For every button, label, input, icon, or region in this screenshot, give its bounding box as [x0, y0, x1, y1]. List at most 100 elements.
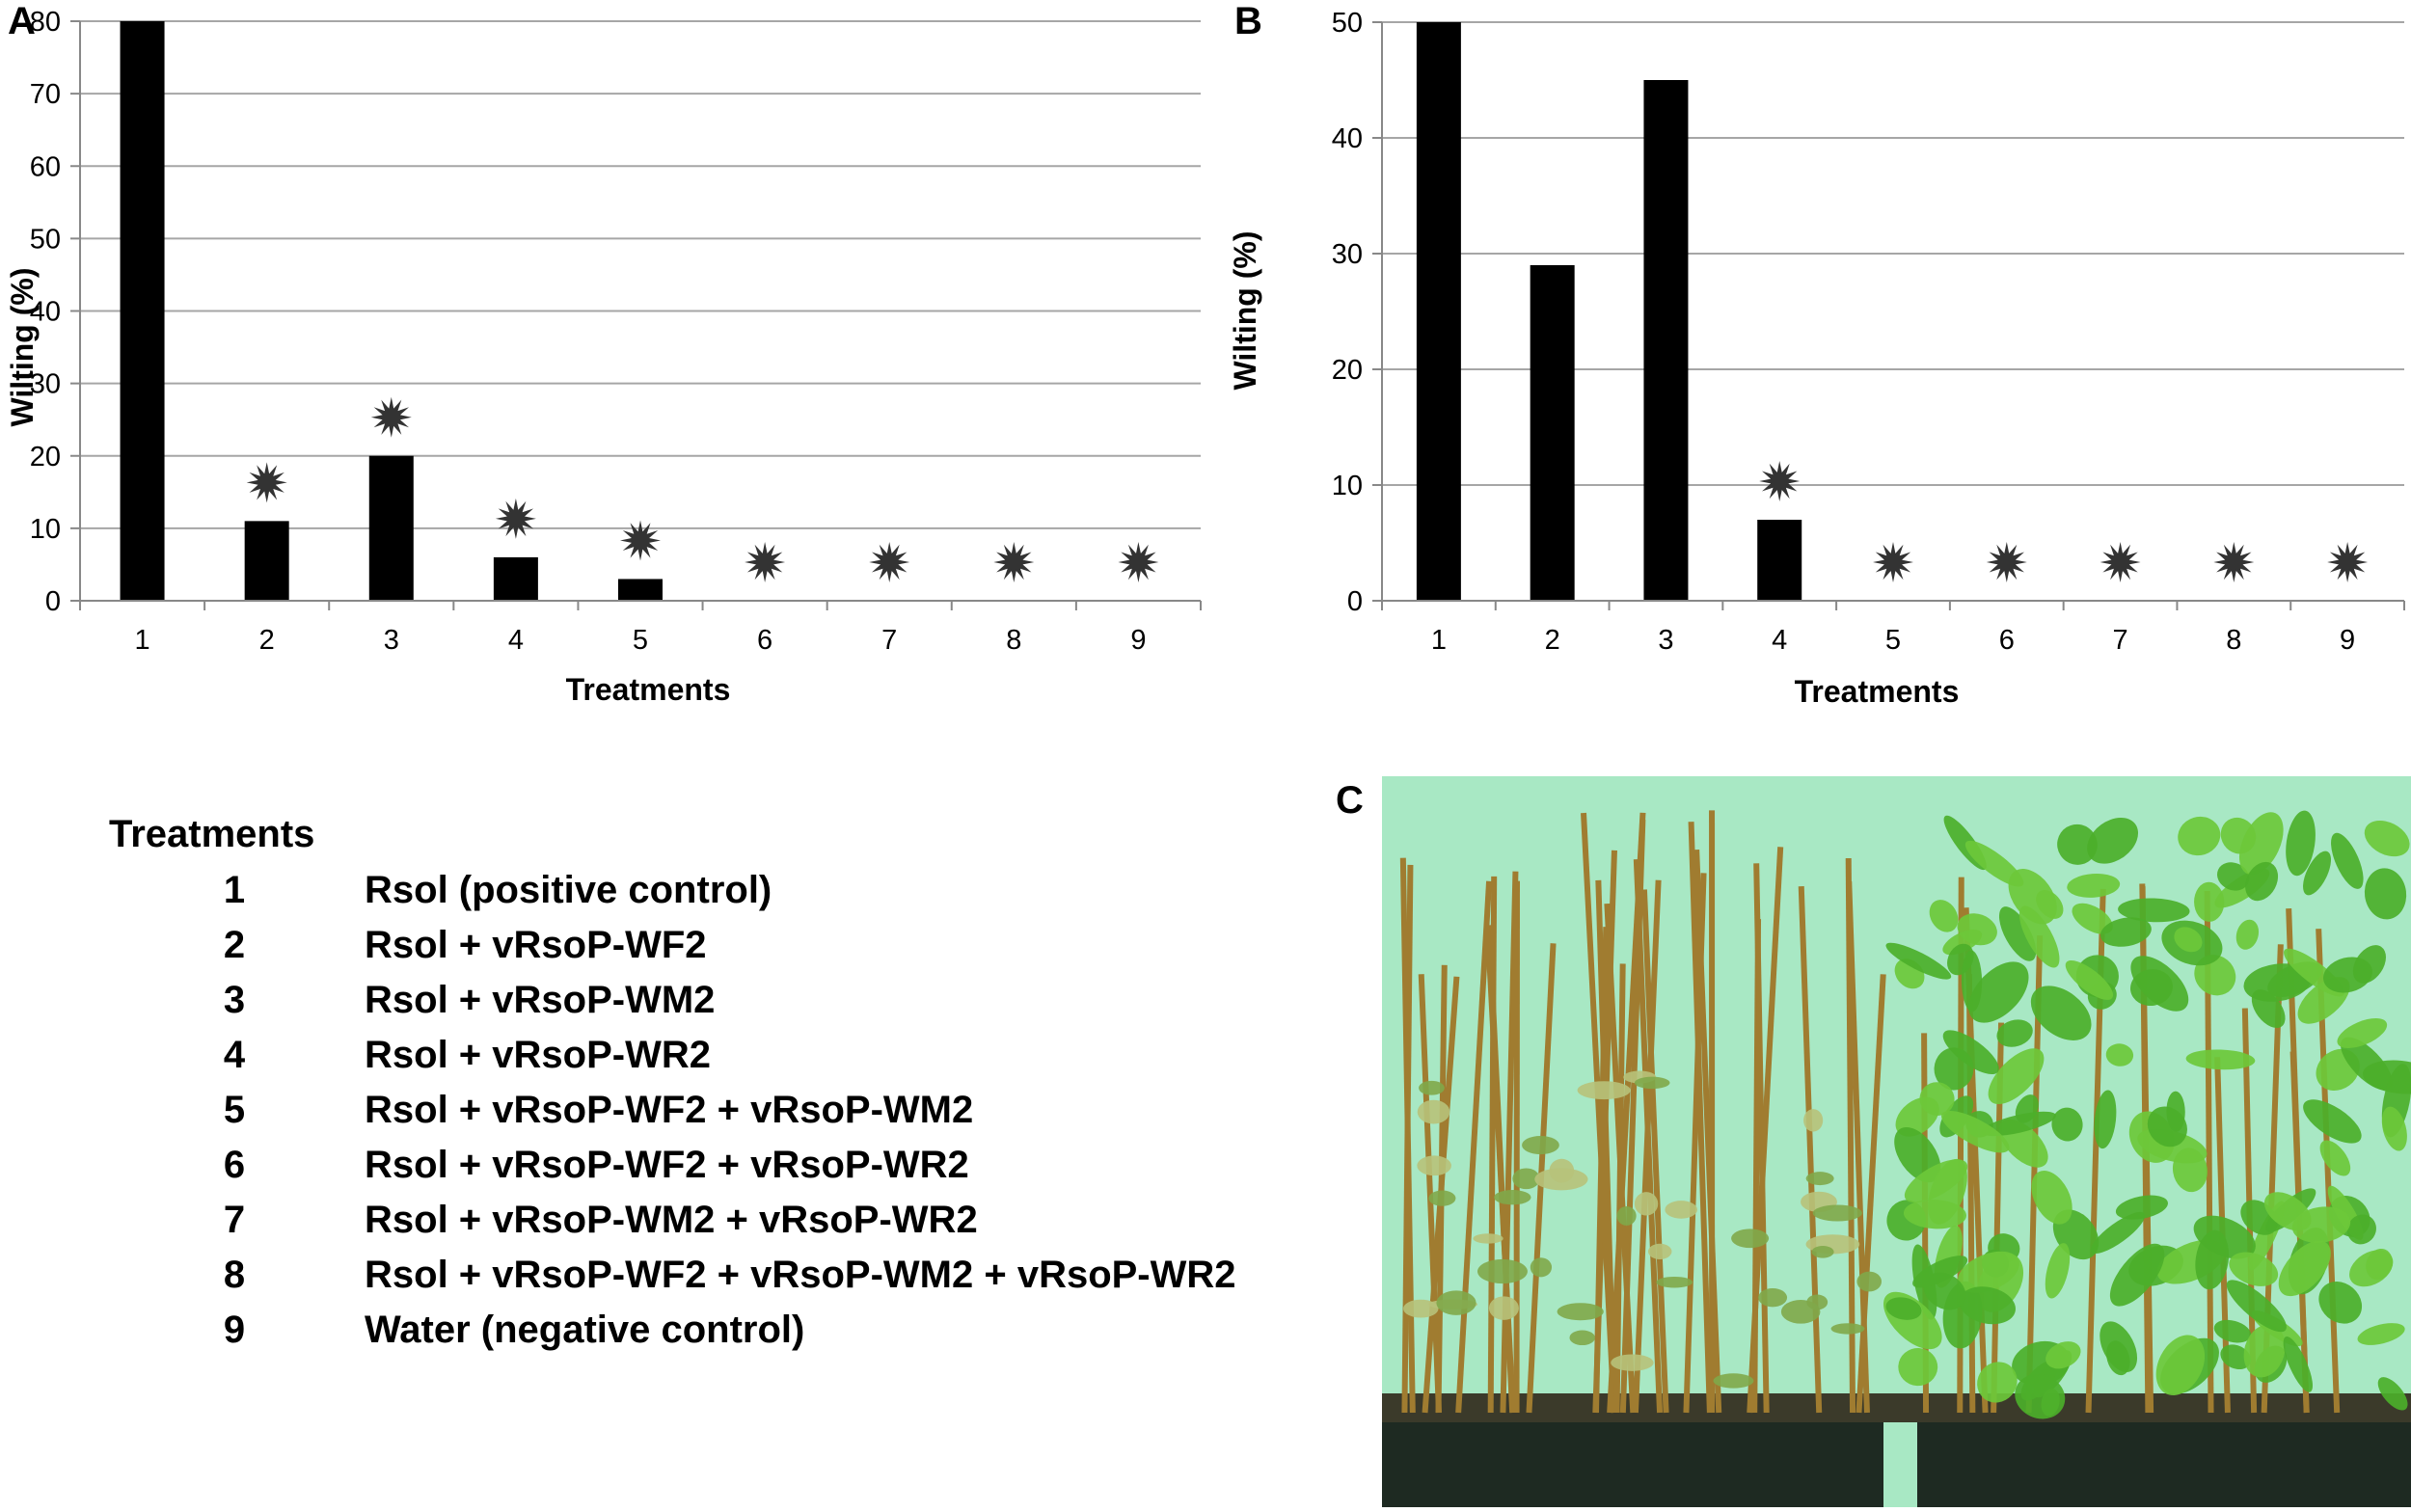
chart-b-xlabel: Treatments	[1795, 674, 1960, 709]
wilted-leaf	[1731, 1228, 1770, 1249]
wilted-leaf	[1812, 1204, 1862, 1222]
healthy-leaf	[2346, 1214, 2376, 1245]
y-tick-label: 20	[1332, 355, 1363, 386]
healthy-leaf	[2194, 881, 2225, 922]
healthy-leaf	[1885, 942, 1952, 980]
x-tick-label: 3	[384, 625, 399, 656]
healthy-leaf	[2008, 869, 2057, 925]
healthy-leaf	[2087, 818, 2139, 864]
wilted-leaf	[1634, 1076, 1670, 1090]
significance-star	[1986, 542, 2027, 582]
bamboo-stake	[1487, 876, 1498, 1414]
wilted-leaf	[1577, 1081, 1631, 1100]
healthy-leaf	[2283, 1336, 2313, 1392]
healthy-leaf	[2278, 1240, 2331, 1297]
legend-item-number: 8	[223, 1254, 246, 1296]
y-tick-label: 10	[1332, 471, 1363, 501]
y-tick-label: 70	[30, 79, 61, 110]
wilted-leaf	[1476, 1258, 1528, 1284]
chart-a-ylabel: Wilting (%)	[5, 268, 40, 427]
healthy-leaf	[1942, 929, 1983, 956]
bamboo-stake	[1500, 871, 1519, 1414]
wilted-leaf	[1803, 1109, 1824, 1132]
healthy-leaf	[1964, 840, 2024, 887]
soil	[1382, 1393, 2411, 1422]
x-tick-label: 6	[757, 625, 772, 656]
wilted-leaf	[1811, 1245, 1834, 1258]
y-tick-label: 80	[30, 7, 61, 38]
x-tick-label: 3	[1658, 625, 1673, 656]
healthy-leaf	[2251, 989, 2286, 1029]
y-tick-label: 50	[30, 224, 61, 255]
healthy-leaf	[2105, 1043, 2134, 1066]
wilted-leaf	[1616, 1205, 1637, 1226]
wilted-leaf	[1830, 1323, 1865, 1335]
x-tick-label: 5	[1885, 625, 1901, 656]
bamboo-stake	[1613, 963, 1626, 1414]
healthy-leaf	[2364, 868, 2407, 920]
bamboo-stake	[1485, 938, 1516, 1414]
plant-photo	[1382, 776, 2411, 1507]
wilted-leaf	[1512, 1168, 1540, 1190]
healthy-leaf	[2349, 1250, 2394, 1287]
healthy-leaf	[2106, 1340, 2130, 1376]
wilted-leaf	[1428, 1190, 1456, 1206]
bar	[368, 455, 414, 601]
healthy-leaf	[2045, 1243, 2071, 1299]
bamboo-stake	[1632, 879, 1662, 1414]
healthy-leaf	[2030, 986, 2092, 1040]
bamboo-stake	[1401, 864, 1414, 1414]
wilted-leaf	[1534, 1168, 1588, 1191]
bamboo-stake	[1798, 886, 1823, 1414]
legend-item-number: 3	[223, 979, 246, 1021]
healthy-leaf	[2185, 1049, 2256, 1070]
healthy-leaf	[2216, 862, 2250, 891]
wilted-leaf	[1856, 1271, 1883, 1292]
bar	[1416, 22, 1461, 601]
bamboo-stake	[1683, 873, 1707, 1414]
significance-star	[2099, 542, 2141, 582]
wilted-leaf	[1758, 1287, 1788, 1308]
significance-star	[1118, 542, 1159, 582]
bamboo-stake	[1640, 889, 1669, 1414]
healthy-leaf	[1942, 1030, 1999, 1075]
healthy-leaf	[2174, 927, 2203, 953]
healthy-leaf	[2065, 960, 2114, 1000]
bamboo-stake	[1856, 974, 1886, 1414]
healthy-leaf	[2213, 1319, 2252, 1343]
bamboo-stake	[1418, 974, 1443, 1414]
healthy-leaf	[2238, 812, 2284, 876]
y-tick-label: 40	[1332, 123, 1363, 154]
healthy-leaf	[2015, 1373, 2066, 1419]
healthy-leaf	[2090, 1211, 2146, 1255]
healthy-leaf	[2323, 957, 2372, 993]
healthy-leaf	[1959, 1286, 2016, 1325]
healthy-leaf	[2051, 1107, 2083, 1142]
legend-item-number: 5	[223, 1089, 246, 1131]
legend-item-label: Rsol + vRsoP-WF2 + vRsoP-WM2 + vRsoP-WR2	[365, 1254, 1236, 1296]
legend-item-label: Rsol + vRsoP-WM2 + vRsoP-WR2	[365, 1199, 978, 1241]
x-tick-label: 7	[881, 625, 897, 656]
healthy-leaf	[2303, 850, 2332, 896]
healthy-leaf	[1912, 1256, 1968, 1288]
healthy-leaf	[2045, 1341, 2081, 1369]
bamboo-stake	[1845, 857, 1856, 1414]
wilted-leaf	[1488, 1296, 1519, 1320]
panel-label-b: B	[1234, 0, 1262, 42]
healthy-leaf	[2072, 903, 2113, 934]
legend-title: Treatments	[109, 813, 315, 855]
healthy-leaf	[2319, 1140, 2351, 1176]
healthy-leaf	[2245, 861, 2279, 902]
wilted-leaf	[1656, 1276, 1693, 1288]
healthy-leaf	[2331, 832, 2364, 889]
wilted-leaf	[1473, 1233, 1503, 1244]
tray-left	[1382, 1413, 1883, 1507]
healthy-leaf	[2220, 1344, 2252, 1370]
chart-b: 0 10 20 30 40 50 1 2 3 4 5 6 7 8 9 Treatments Wilting…	[1228, 8, 2405, 709]
legend-item-number: 9	[223, 1309, 246, 1351]
healthy-leaf	[2243, 1324, 2286, 1378]
wilted-leaf	[1569, 1330, 1595, 1346]
bar	[1643, 80, 1689, 601]
significance-star	[869, 542, 910, 582]
significance-star	[1873, 542, 1913, 582]
